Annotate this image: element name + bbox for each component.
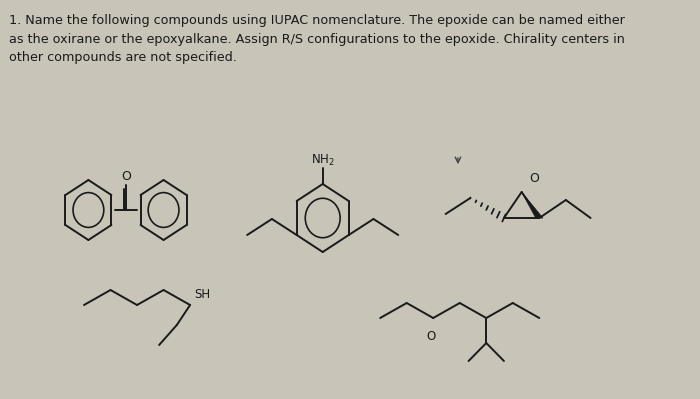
Polygon shape	[522, 192, 542, 218]
Text: NH$_2$: NH$_2$	[311, 152, 335, 168]
Text: O: O	[529, 172, 539, 184]
Text: SH: SH	[195, 288, 211, 302]
Text: O: O	[427, 330, 436, 343]
Text: O: O	[121, 170, 131, 184]
Text: 1. Name the following compounds using IUPAC nomenclature. The epoxide can be nam: 1. Name the following compounds using IU…	[9, 14, 624, 64]
